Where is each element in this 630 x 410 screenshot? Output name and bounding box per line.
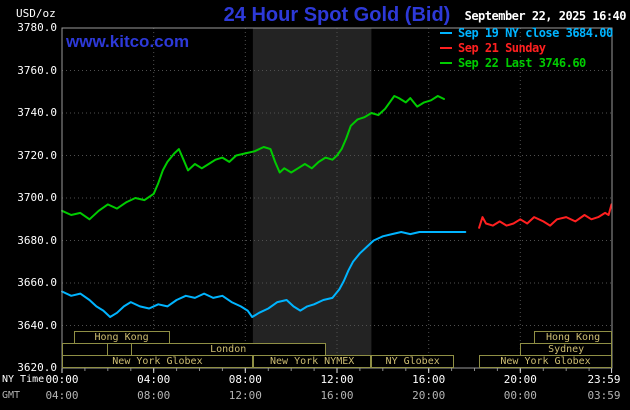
legend-label: Sep 22 Last 3746.60 <box>458 56 586 70</box>
y-tick-label: 3660.0 <box>17 276 57 289</box>
gmt-tick-label: 04:00 <box>45 389 79 402</box>
session-label: Hong Kong <box>545 331 601 343</box>
session-box: NY Globex <box>371 355 454 368</box>
series-line <box>61 95 445 221</box>
kitco-site-link[interactable]: www.kitco.com <box>66 32 190 51</box>
legend-dash-icon <box>440 32 452 34</box>
session-label: Sydney <box>548 343 585 355</box>
legend-item: Sep 19 NY close 3684.00 <box>440 26 613 41</box>
series-line <box>478 203 613 229</box>
ny-time-tick-label: 23:59 <box>587 373 621 386</box>
gmt-tick-label: 12:00 <box>228 389 262 402</box>
y-axis-unit-label: USD/oz <box>16 7 56 20</box>
legend-dash-icon <box>440 47 452 49</box>
legend-dash-icon <box>440 62 452 64</box>
session-box: New York Globex <box>62 355 253 368</box>
session-label: Hong Kong <box>94 331 149 343</box>
legend-label: Sep 21 Sunday <box>458 41 546 55</box>
session-label: New York Globex <box>112 355 203 367</box>
y-tick-label: 3720.0 <box>17 148 57 162</box>
gmt-tick-label: 00:00 <box>503 389 537 402</box>
ny-time-tick-label: 00:00 <box>45 373 79 386</box>
y-tick-label: 3640.0 <box>17 318 57 332</box>
gmt-axis-label: GMT <box>2 390 21 401</box>
page-title: 24 Hour Spot Gold (Bid) <box>223 4 451 26</box>
ny-time-tick-label: 12:00 <box>320 373 354 386</box>
session-label: New York NYMEX <box>269 355 355 367</box>
session-label: New York Globex <box>500 355 591 367</box>
y-tick-label: 3760.0 <box>17 63 57 77</box>
y-tick-label: 3780.0 <box>17 21 57 34</box>
gmt-tick-label: 08:00 <box>137 389 171 402</box>
legend-item: Sep 22 Last 3746.60 <box>440 56 613 71</box>
ny-time-tick-label: 16:00 <box>412 373 446 386</box>
gmt-tick-label: 20:00 <box>412 389 446 402</box>
session-box: New York NYMEX <box>252 355 372 368</box>
datetime-label: September 22, 2025 16:40 <box>464 9 627 23</box>
y-tick-label: 3740.0 <box>17 106 57 119</box>
ny-time-axis-label: NY Time <box>2 374 45 385</box>
gmt-tick-label: 16:00 <box>320 389 354 402</box>
y-tick-label: 3700.0 <box>17 191 57 204</box>
plot-border <box>61 27 613 369</box>
series-line <box>61 231 467 318</box>
y-tick-label: 3620.0 <box>17 361 57 374</box>
session-label: NY Globex <box>385 355 440 367</box>
session-box: Hong Kong <box>73 331 170 344</box>
ny-time-tick-label: 04:00 <box>137 373 171 386</box>
legend-item: Sep 21 Sunday <box>440 41 613 56</box>
session-box: New York Globex <box>479 355 612 368</box>
gmt-tick-label: 03:59 <box>587 389 621 402</box>
ny-time-tick-label: 08:00 <box>228 373 262 386</box>
ny-time-tick-label: 20:00 <box>503 373 537 386</box>
legend: Sep 19 NY close 3684.00 Sep 21 Sunday Sep … <box>440 26 613 71</box>
legend-label: Sep 19 NY close 3684.00 <box>458 26 613 40</box>
y-tick-label: 3680.0 <box>17 233 57 247</box>
comex-floor-hours-band <box>252 28 372 368</box>
session-label: London <box>210 343 247 355</box>
